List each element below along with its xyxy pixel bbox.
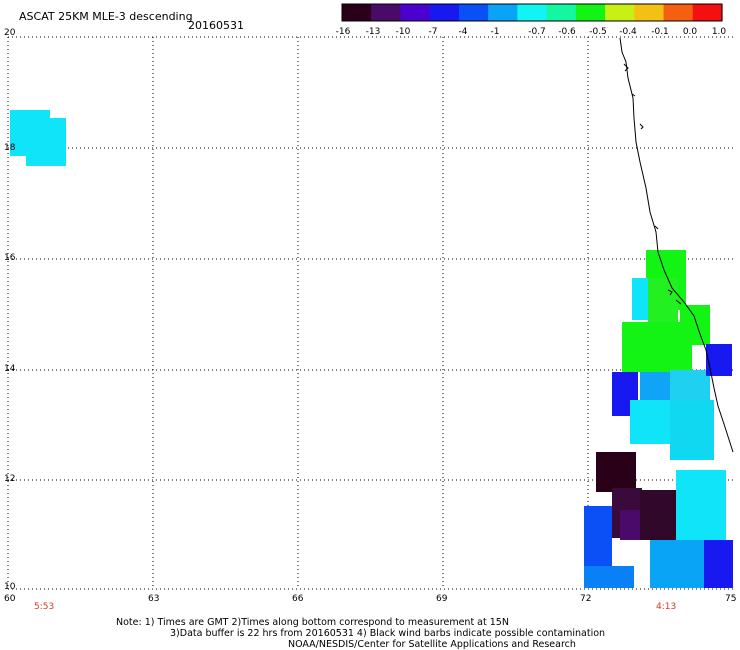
note-line-3: NOAA/NESDIS/Center for Satellite Applica… xyxy=(288,639,576,650)
colorbar xyxy=(341,3,723,22)
mle-cells xyxy=(10,110,733,588)
lon-tick-label: 63 xyxy=(148,594,160,604)
lon-tick-label: 72 xyxy=(580,594,592,604)
colorbar-label: -0.7 xyxy=(528,27,546,37)
lon-tick-label: 75 xyxy=(725,594,737,604)
colorbar-label: -4 xyxy=(458,27,468,37)
colorbar-swatch xyxy=(546,4,577,21)
colorbar-swatch xyxy=(488,4,518,21)
data-cell xyxy=(26,118,66,166)
data-cell xyxy=(630,400,670,444)
note-line-2: 3)Data buffer is 22 hrs from 20160531 4)… xyxy=(170,628,606,639)
colorbar-label: 1.0 xyxy=(711,27,727,37)
data-cell xyxy=(670,370,710,400)
product-title: ASCAT 25KM MLE-3 descending xyxy=(19,10,193,23)
data-cell xyxy=(706,344,732,376)
colorbar-frame xyxy=(341,3,723,22)
lat-tick-label: 10 xyxy=(4,582,16,592)
colorbar-swatch xyxy=(458,4,489,21)
pass-time-left: 5:53 xyxy=(34,602,55,612)
lat-tick-label: 18 xyxy=(4,143,16,153)
coastline xyxy=(619,37,734,453)
data-cell xyxy=(640,490,676,540)
note-line-1: Note: 1) Times are GMT 2)Times along bot… xyxy=(116,617,509,628)
product-date: 20160531 xyxy=(188,19,244,32)
colorbar-swatch xyxy=(692,4,723,21)
coastline-islands xyxy=(623,63,682,305)
data-cell xyxy=(704,540,733,588)
lon-tick-label: 66 xyxy=(292,594,304,604)
colorbar-swatch xyxy=(605,4,635,21)
data-cell xyxy=(648,278,678,322)
lon-tick-label: 69 xyxy=(436,594,448,604)
colorbar-swatch xyxy=(371,4,402,21)
data-cell xyxy=(584,506,612,566)
data-cell xyxy=(584,566,634,588)
lat-tick-label: 14 xyxy=(4,364,16,374)
colorbar-label: -0.4 xyxy=(619,27,637,37)
colorbar-label: -7 xyxy=(428,27,438,37)
colorbar-swatch xyxy=(663,4,694,21)
pass-time-right: 4:13 xyxy=(656,602,677,612)
colorbar-label: 0.0 xyxy=(682,27,698,37)
data-cell xyxy=(676,470,726,540)
lat-tick-label: 16 xyxy=(4,253,16,263)
colorbar-label: -10 xyxy=(395,27,411,37)
colorbar-swatch xyxy=(429,4,460,21)
colorbar-label: -0.6 xyxy=(558,27,576,37)
colorbar-swatch xyxy=(634,4,665,21)
lat-tick-label: 20 xyxy=(4,28,16,38)
lat-tick-label: 12 xyxy=(4,474,16,484)
colorbar-label: -0.1 xyxy=(651,27,669,37)
colorbar-label: -1 xyxy=(490,27,500,37)
data-cell xyxy=(632,278,648,320)
data-cell xyxy=(670,400,714,460)
colorbar-swatch xyxy=(342,4,372,21)
colorbar-swatch xyxy=(400,4,431,21)
lon-tick-label: 60 xyxy=(4,594,16,604)
lat-lon-grid xyxy=(7,36,733,590)
colorbar-label: -13 xyxy=(365,27,381,37)
colorbar-label: -16 xyxy=(335,27,351,37)
data-cell xyxy=(640,372,670,402)
colorbar-label: -0.5 xyxy=(589,27,607,37)
data-cell xyxy=(680,305,710,345)
colorbar-swatch xyxy=(517,4,548,21)
data-cell xyxy=(620,510,640,540)
data-cell xyxy=(596,452,636,492)
colorbar-swatch xyxy=(575,4,606,21)
